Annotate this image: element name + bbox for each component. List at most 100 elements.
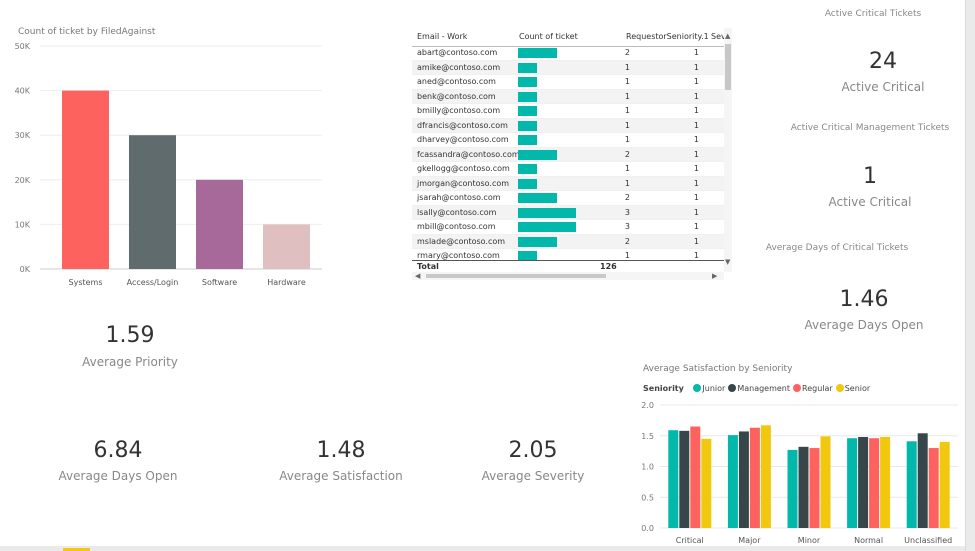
email-cell: jsarah@contoso.com bbox=[417, 193, 501, 202]
total-label: Total bbox=[417, 262, 439, 271]
bar-minor-regular[interactable] bbox=[809, 448, 820, 528]
email-cell: lsally@contoso.com bbox=[417, 207, 497, 217]
table-row[interactable]: rmary@contoso.com 1 1 bbox=[412, 249, 724, 260]
count-data-bar bbox=[518, 62, 538, 73]
legend-item-regular[interactable]: Regular bbox=[802, 384, 833, 393]
table-row[interactable]: benk@contoso.com 1 1 bbox=[412, 89, 724, 104]
bar-software[interactable] bbox=[196, 179, 243, 269]
column-header-seniority[interactable]: RequestorSeniority.1 bbox=[626, 32, 709, 41]
bar-critical-management[interactable] bbox=[679, 430, 690, 528]
legend-item-senior[interactable]: Senior bbox=[844, 384, 871, 393]
bar-critical-senior[interactable] bbox=[701, 438, 712, 528]
bar-major-senior[interactable] bbox=[760, 425, 771, 528]
email-cell: amike@contoso.com bbox=[417, 62, 501, 72]
column-header-severity[interactable]: Sev bbox=[711, 32, 726, 41]
scroll-right-arrow-icon[interactable]: ▶ bbox=[712, 272, 718, 280]
table-row[interactable]: lsally@contoso.com 3 1 bbox=[412, 205, 724, 220]
avg-severity-card-label: Average Severity bbox=[481, 469, 585, 483]
bar-minor-management[interactable] bbox=[798, 446, 809, 528]
seniority-cell: 1 bbox=[693, 48, 699, 57]
bar-normal-regular[interactable] bbox=[869, 438, 880, 528]
seniority-cell: 1 bbox=[693, 77, 699, 86]
table-row[interactable]: amike@contoso.com 1 1 bbox=[412, 60, 724, 75]
legend-dot-junior bbox=[693, 384, 702, 392]
scroll-left-arrow-icon[interactable]: ◀ bbox=[415, 272, 421, 280]
bar-major-regular[interactable] bbox=[749, 427, 760, 528]
bar-major-management[interactable] bbox=[738, 431, 749, 528]
seniority-cell: 1 bbox=[693, 207, 699, 217]
table-total-row: Total 126 bbox=[412, 260, 724, 273]
x-category-label: Unclassified bbox=[904, 536, 952, 545]
bar-minor-junior[interactable] bbox=[787, 449, 798, 528]
y-tick-label: 10K bbox=[15, 220, 31, 229]
table-row[interactable]: dharvey@contoso.com 1 1 bbox=[412, 133, 724, 148]
filed-against-chart-title: Count of ticket by FiledAgainst bbox=[18, 27, 156, 37]
table-row[interactable]: aned@contoso.com 1 1 bbox=[412, 75, 724, 90]
y-tick-label: 0K bbox=[20, 265, 31, 274]
bar-unclassified-regular[interactable] bbox=[928, 448, 939, 528]
bar-normal-junior[interactable] bbox=[847, 438, 858, 528]
count-data-bar bbox=[518, 236, 557, 247]
table-row[interactable]: jsarah@contoso.com 2 1 bbox=[412, 191, 724, 206]
table-row[interactable]: mbill@contoso.com 3 1 bbox=[412, 220, 724, 235]
count-cell: 1 bbox=[624, 135, 630, 144]
table-body: abart@contoso.com 2 1 amike@contoso.com 1 1 an… bbox=[412, 46, 724, 260]
bar-systems[interactable] bbox=[62, 90, 109, 269]
x-category-label: Normal bbox=[854, 536, 883, 545]
email-tickets-table[interactable]: Email - Work Count of ticket RequestorSe… bbox=[412, 28, 732, 283]
satisfaction-clustered-bar-chart[interactable]: 0.0 0.5 1.0 1.5 2.0 Critical Major Minor Normal U… bbox=[634, 396, 960, 548]
filed-against-bar-chart[interactable]: 0K 10K 20K 30K 40K 50K Systems Access/Login Soft… bbox=[10, 38, 330, 294]
count-data-bar bbox=[518, 77, 538, 87]
table-row[interactable]: dfrancis@contoso.com 1 1 bbox=[412, 118, 724, 133]
count-cell: 1 bbox=[624, 77, 630, 86]
scroll-up-arrow-icon[interactable]: ▲ bbox=[725, 32, 731, 40]
count-data-bar bbox=[518, 135, 538, 145]
bar-critical-junior[interactable] bbox=[668, 430, 679, 528]
count-data-bar bbox=[518, 48, 557, 58]
bar-unclassified-management[interactable] bbox=[917, 433, 928, 528]
bar-major-junior[interactable] bbox=[727, 435, 738, 528]
active-page-tab-indicator[interactable] bbox=[63, 548, 90, 551]
count-data-bar bbox=[518, 164, 538, 174]
x-category-label: Minor bbox=[798, 536, 821, 545]
table-horizontal-scrollbar[interactable]: ◀ ▶ bbox=[412, 272, 724, 280]
table-row[interactable]: abart@contoso.com 2 1 bbox=[412, 46, 724, 61]
avg-satisfaction-card-value: 1.48 bbox=[316, 438, 366, 463]
vertical-scroll-thumb[interactable] bbox=[725, 44, 731, 90]
y-tick-label: 0.0 bbox=[641, 524, 654, 533]
bar-normal-senior[interactable] bbox=[880, 436, 891, 528]
y-tick-label: 30K bbox=[15, 131, 31, 140]
email-cell: fcassandra@contoso.com bbox=[417, 149, 520, 159]
table-row[interactable]: mslade@contoso.com 2 1 bbox=[412, 234, 724, 249]
table-row[interactable]: bmilly@contoso.com 1 1 bbox=[412, 104, 724, 119]
bar-unclassified-senior[interactable] bbox=[939, 441, 950, 528]
x-category-label: Major bbox=[738, 536, 761, 545]
scroll-down-arrow-icon[interactable]: ▼ bbox=[725, 258, 731, 266]
active-critical-mgmt-card-label: Active Critical bbox=[828, 195, 912, 209]
count-data-bar bbox=[518, 120, 538, 131]
right-edge-panel bbox=[965, 0, 975, 551]
column-header-count[interactable]: Count of ticket bbox=[519, 32, 578, 41]
legend-item-management[interactable]: Management bbox=[737, 384, 791, 393]
horizontal-scroll-thumb[interactable] bbox=[426, 274, 606, 278]
email-cell: dharvey@contoso.com bbox=[417, 135, 509, 144]
seniority-cell: 1 bbox=[693, 62, 699, 72]
table-row[interactable]: fcassandra@contoso.com 2 1 bbox=[412, 147, 724, 162]
bar-critical-regular[interactable] bbox=[690, 426, 701, 528]
bar-hardware[interactable] bbox=[263, 224, 310, 269]
bar-access-login[interactable] bbox=[129, 135, 176, 269]
table-row[interactable]: gkellogg@contoso.com 1 1 bbox=[412, 162, 724, 177]
column-header-email[interactable]: Email - Work bbox=[417, 32, 468, 41]
email-cell: mbill@contoso.com bbox=[417, 222, 496, 231]
bar-minor-senior[interactable] bbox=[820, 436, 831, 528]
bar-normal-management[interactable] bbox=[858, 436, 869, 528]
legend-item-junior[interactable]: Junior bbox=[702, 384, 726, 393]
table-row[interactable]: jmorgan@contoso.com 1 1 bbox=[412, 176, 724, 191]
seniority-cell: 1 bbox=[693, 178, 699, 188]
count-data-bar bbox=[518, 251, 538, 260]
seniority-cell: 1 bbox=[693, 193, 699, 202]
bar-unclassified-junior[interactable] bbox=[906, 441, 917, 528]
x-category-label: Hardware bbox=[267, 278, 306, 287]
legend-title: Seniority bbox=[643, 384, 684, 393]
table-vertical-scrollbar[interactable]: ▲ ▼ bbox=[724, 28, 732, 272]
